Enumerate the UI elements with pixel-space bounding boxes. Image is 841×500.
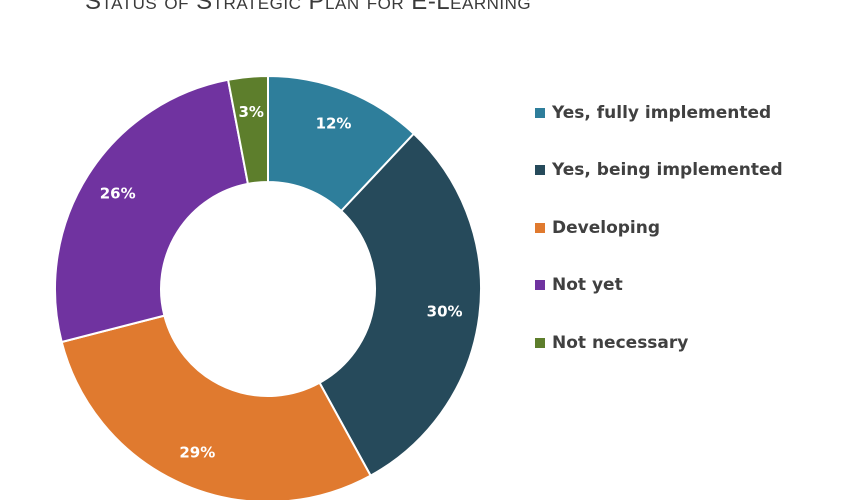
legend-item-4: Not yet	[535, 257, 783, 315]
legend-item-5: Not necessary	[535, 314, 783, 372]
slice-data-label-5: 3%	[239, 103, 264, 121]
legend-swatch	[535, 337, 545, 348]
donut-slice-4	[54, 78, 250, 344]
chart-title: Status of Strategic Plan for E-Learning	[85, 0, 532, 15]
legend-item-3: Developing	[535, 199, 783, 257]
donut-slice-5	[226, 74, 269, 186]
legend-label: Not yet	[552, 275, 623, 296]
slice-data-label-1: 12%	[316, 114, 352, 132]
slice-data-label-2: 30%	[427, 302, 463, 320]
legend-swatch	[535, 222, 545, 233]
legend-label: Developing	[552, 217, 661, 238]
legend-swatch	[535, 280, 545, 291]
legend-label: Yes, fully implemented	[552, 102, 772, 123]
chart-legend: Yes, fully implemented Yes, being impleme…	[535, 84, 783, 372]
slice-data-label-3: 29%	[179, 443, 215, 461]
slice-data-label-4: 26%	[100, 185, 136, 203]
legend-item-1: Yes, fully implemented	[535, 84, 783, 142]
legend-swatch	[535, 165, 545, 176]
legend-item-2: Yes, being implemented	[535, 142, 783, 200]
legend-label: Yes, being implemented	[552, 160, 783, 181]
donut-slice-2	[318, 132, 482, 478]
donut-slice-3	[60, 314, 372, 500]
legend-swatch	[535, 107, 545, 118]
donut-chart: 12% 30% 29% 26% 3%	[54, 74, 482, 500]
legend-label: Not necessary	[552, 332, 689, 353]
